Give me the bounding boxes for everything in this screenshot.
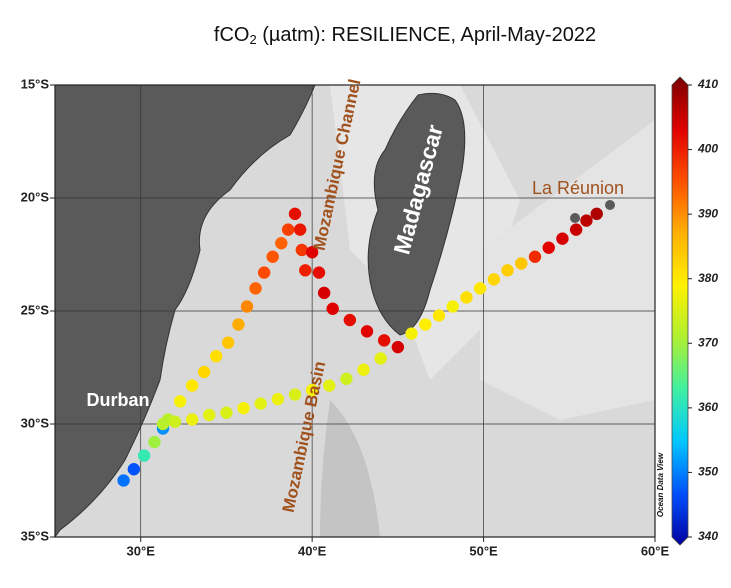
x-tick-label: 60°E [641,543,670,558]
track-point [185,379,199,392]
title-main: fCO [214,24,250,46]
title-rest: (µatm): RESILIENCE, April-May-2022 [257,24,596,46]
track-point [419,318,432,331]
track-point [288,207,302,221]
track [117,207,603,487]
colorbar-tick-label: 400 [697,142,718,156]
track-point [293,223,307,236]
track-point [221,336,235,349]
colorbar-tick-label: 370 [698,335,718,349]
track-point [460,291,473,304]
track-point [556,232,569,245]
y-tick-label: 25°S [21,302,50,317]
track-point [127,462,141,476]
track-point [374,352,387,365]
track-point [257,266,271,279]
track-point [305,245,319,259]
track-point [209,349,223,363]
track-point [156,417,170,431]
track-point [501,264,514,277]
track-point [580,214,593,227]
track-point [173,395,187,408]
track-point [275,236,288,250]
colorbar-tick-label: 410 [697,77,718,91]
track-point [542,241,555,254]
track-point [528,250,542,264]
annotation: Ocean Data View [656,452,665,517]
shallow [480,120,655,420]
y-tick-label: 15°S [21,76,50,91]
track-point [323,379,336,392]
track-point [168,415,182,428]
madagascar [367,92,466,336]
y-tick-label: 35°S [21,528,50,543]
track-point [317,286,331,300]
track-point [391,340,405,354]
track-point [446,300,459,313]
reunion-island [570,213,580,223]
track-point [377,334,391,347]
track-point [357,363,370,377]
annotation: La Réunion [532,178,624,198]
track-point [232,318,245,331]
track-point [590,207,603,221]
track-point [569,223,583,236]
track-point [326,302,339,315]
track-point [185,413,199,426]
track-point [343,313,357,327]
colorbar-tick-label: 340 [698,529,718,543]
track-point [295,243,309,257]
x-tick-label: 40°E [298,543,327,558]
track-point [220,406,233,419]
track-point [515,257,528,270]
track-point [203,408,216,422]
track-point [305,383,319,397]
colorbar-tick-label: 390 [698,206,718,220]
track-point [148,435,161,449]
track-point [271,392,285,406]
colorbar-scale [671,76,689,546]
map-area [55,85,655,537]
axes: 30°E 40°E 50°E 60°E 15°S 20°S 25°S 30°S 35°S [21,76,670,558]
colorbar-tick-label: 350 [698,465,718,479]
track-point [197,365,211,379]
mauritius-island [605,200,615,210]
annotation: Durban [87,390,150,410]
track-point [281,223,295,236]
colorbar-tick-label: 380 [698,271,718,285]
y-tick-label: 30°S [21,415,50,430]
colorbar-tick-label: 360 [698,400,718,414]
title: fCO2 (µatm): RESILIENCE, April-May-2022 [214,24,596,47]
track-point [288,388,302,401]
track-point [266,250,279,264]
track-point [237,401,250,415]
grid [55,85,655,537]
track-point [340,372,353,386]
seamount [320,400,380,537]
track-point [487,273,501,286]
track-point [432,309,446,322]
track-point [405,327,418,340]
track-point [299,264,312,277]
track-point [117,474,130,487]
track-point [137,449,151,462]
y-tick-label: 20°S [21,189,50,204]
track-point [249,282,262,295]
track-point [473,282,487,295]
track-point [312,266,326,279]
track-point [360,325,374,338]
title-sub: 2 [249,32,256,47]
track-point [240,300,254,313]
colorbar: 340 350 360 370 380 390 400 410 [671,76,718,546]
x-tick-label: 50°E [469,543,498,558]
x-tick-label: 30°E [127,543,156,558]
track-point [254,397,267,410]
